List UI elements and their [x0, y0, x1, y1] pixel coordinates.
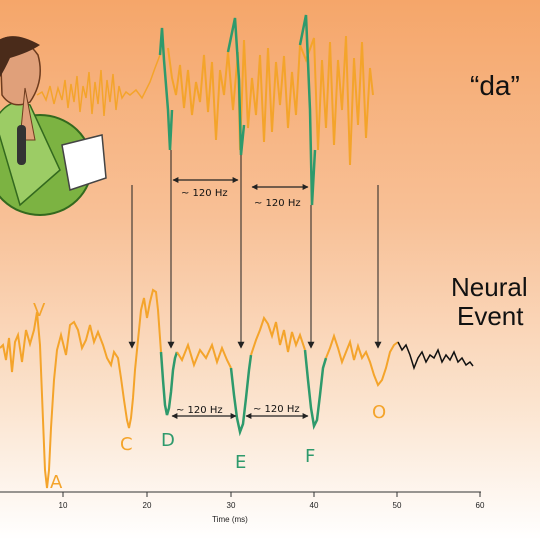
- upper-interval-markers: ~ 120 Hz ~ 120 Hz: [172, 177, 309, 209]
- response-orange-segment-1: [0, 288, 162, 489]
- alignment-arrows: [128, 150, 382, 349]
- lower-interval-markers: ~ 120 Hz ~ 120 Hz: [171, 404, 309, 419]
- neural-label-line1: Neural: [451, 272, 528, 302]
- stimulus-label: “da”: [470, 70, 520, 101]
- lower-interval-label-1: ~ 120 Hz: [176, 405, 223, 416]
- peak-label-v: V: [33, 300, 46, 321]
- time-axis: 10 20 30 40 50 60 Time (ms): [0, 491, 485, 524]
- stimulus-orange-segment: [167, 35, 374, 166]
- paper-icon: [61, 134, 107, 191]
- peak-label-o: O: [372, 402, 386, 423]
- peak-labels: V A C D E F O: [33, 300, 386, 493]
- response-black-tail: [397, 341, 474, 371]
- peak-label-e: E: [235, 452, 246, 473]
- tick-label-60: 60: [476, 501, 485, 510]
- neural-label-line2: Event: [457, 301, 524, 331]
- stimulus-green-segment-1: [158, 27, 174, 151]
- upper-interval-label-1: ~ 120 Hz: [181, 188, 228, 199]
- stimulus-green-segment-2: [226, 17, 246, 156]
- tick-label-30: 30: [227, 501, 236, 510]
- lower-interval-label-2: ~ 120 Hz: [253, 404, 300, 415]
- tick-label-20: 20: [143, 501, 152, 510]
- tick-label-10: 10: [59, 501, 68, 510]
- stimulus-waveform: [36, 14, 374, 206]
- response-orange-segment-2: [176, 341, 232, 369]
- speaker-illustration: [0, 36, 107, 216]
- tick-label-40: 40: [310, 501, 319, 510]
- tick-label-50: 50: [393, 501, 402, 510]
- microphone-icon: [17, 125, 26, 165]
- response-orange-segment-4: [325, 332, 399, 387]
- response-green-e: [229, 354, 253, 437]
- response-green-f: [303, 349, 328, 430]
- peak-label-f: F: [305, 446, 315, 467]
- peak-label-d: D: [161, 430, 175, 451]
- response-green-d: [159, 351, 179, 416]
- stimulus-noise-segment: [36, 54, 161, 117]
- peak-label-a: A: [50, 472, 63, 493]
- upper-interval-label-2: ~ 120 Hz: [254, 198, 301, 209]
- response-waveform: [0, 288, 474, 489]
- response-orange-segment-3: [250, 315, 306, 356]
- stimulus-green-segment-3: [298, 14, 317, 206]
- peak-label-c: C: [120, 434, 133, 455]
- time-axis-label: Time (ms): [212, 515, 248, 524]
